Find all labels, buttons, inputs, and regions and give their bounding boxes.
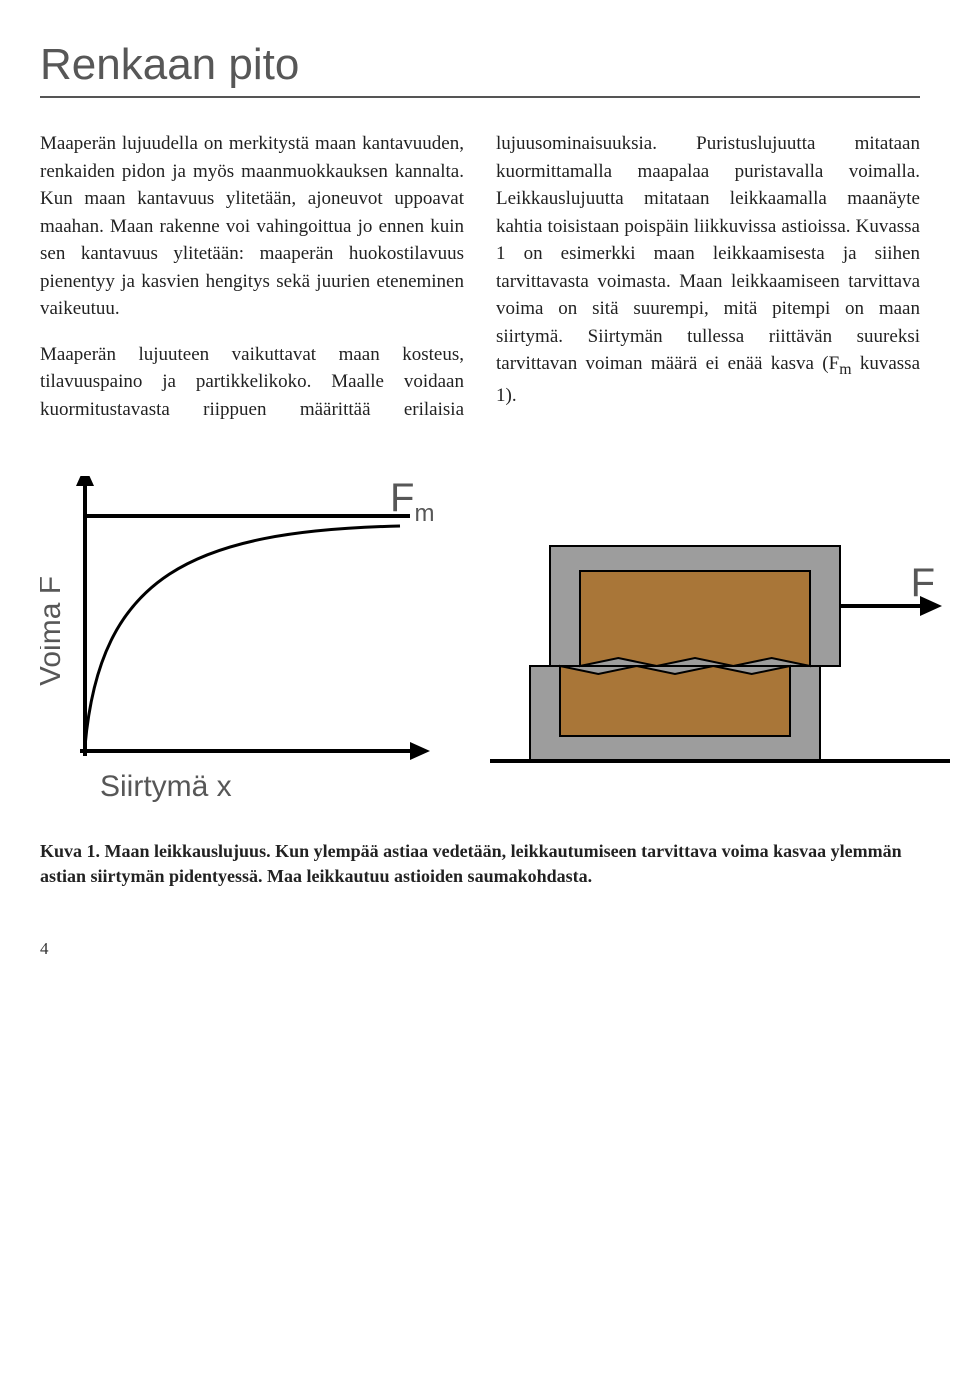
shear-box-diagram: F	[490, 506, 950, 811]
y-arrowhead-icon	[76, 476, 94, 486]
paragraph-1: Maaperän lujuudella on merkitystä maan k…	[40, 130, 464, 323]
body-text: Maaperän lujuudella on merkitystä maan k…	[40, 130, 920, 426]
figure-caption: Kuva 1. Maan leikkauslujuus. Kun ylempää…	[40, 839, 920, 889]
title-rule	[40, 96, 920, 98]
figure-row: Voima F Fm Siirtymä x	[40, 476, 920, 811]
page-number: 4	[40, 939, 920, 959]
lower-soil	[560, 666, 790, 736]
force-label: F	[911, 561, 935, 605]
x-axis-label: Siirtymä x	[100, 770, 232, 803]
force-displacement-chart: Voima F Fm Siirtymä x	[40, 476, 460, 811]
curve	[85, 526, 400, 746]
upper-soil	[580, 571, 810, 666]
y-axis-label: Voima F	[40, 576, 67, 686]
page-title: Renkaan pito	[40, 40, 920, 90]
asymptote-label: Fm	[390, 476, 434, 527]
x-arrowhead-icon	[410, 742, 430, 760]
